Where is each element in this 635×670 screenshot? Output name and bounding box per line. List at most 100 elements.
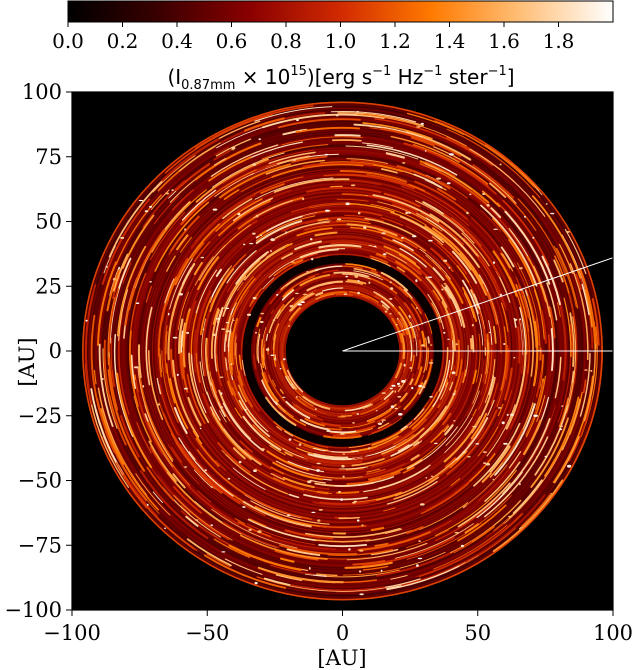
disk-filament (382, 439, 414, 457)
disk-speck (356, 110, 360, 113)
disk-filament (446, 128, 541, 198)
disk-speck (374, 245, 376, 248)
disk-filament (434, 469, 517, 537)
disk-filament (171, 189, 194, 211)
disk-filament (241, 359, 246, 376)
disk-filament (399, 392, 408, 402)
disk-speck (377, 422, 383, 425)
disk-filament (279, 557, 295, 563)
disk-filament (541, 255, 562, 306)
disk-filament (424, 225, 472, 271)
disk-filament (492, 250, 518, 297)
disk-filament (534, 370, 575, 476)
colorbar: 0.0 0.2 0.4 0.6 0.8 1.0 1.2 1.4 1.6 1.8 (I0.87mm … (52, 0, 614, 93)
disk-filament (446, 276, 464, 304)
disk-filament (581, 283, 590, 316)
disk-filament (329, 432, 341, 435)
disk-filament (478, 348, 493, 410)
disk-filament (243, 449, 272, 470)
disk-filament (222, 224, 252, 249)
disk-filament (191, 242, 205, 259)
disk-filament (282, 364, 292, 384)
disk-filament (166, 255, 176, 272)
disk-filament (561, 398, 581, 451)
disk-filament (291, 155, 328, 163)
disk-speck (288, 325, 291, 327)
disk-filament (115, 462, 198, 552)
disk-filament (254, 177, 334, 200)
disk-filament (224, 558, 263, 575)
disk-speck (272, 319, 276, 322)
disk-filament (441, 258, 454, 273)
disk-filament (118, 313, 130, 415)
disk-speck (311, 257, 314, 261)
disk-filament (376, 405, 401, 423)
disk-filament (137, 344, 142, 379)
disk-filament (253, 251, 292, 281)
disk-filament (472, 408, 477, 417)
disk-filament (403, 352, 409, 373)
disk-speck (142, 385, 145, 388)
disk-filament (563, 297, 572, 358)
disk-filament (257, 333, 261, 364)
disk-filament (370, 548, 399, 556)
disk-filament (225, 454, 288, 495)
disk-filament (193, 241, 211, 262)
disk-filament (353, 123, 423, 139)
disk-filament (328, 427, 342, 431)
disk-filament (237, 375, 254, 408)
disk-filament (450, 416, 489, 466)
disk-filament (446, 429, 487, 475)
disk-filament (496, 344, 509, 408)
disk-filament (116, 245, 147, 337)
disk-filament (136, 422, 152, 454)
disk-filament (395, 260, 422, 282)
disk-filament (550, 328, 554, 372)
disk-filament (441, 284, 451, 299)
disk-filament (294, 240, 322, 251)
disk-filament (193, 261, 203, 276)
disk-speck (149, 281, 153, 283)
disk-filament (239, 440, 253, 453)
disk-filament (456, 265, 470, 283)
disk-speck (454, 531, 459, 534)
colorbar-ticks: 0.0 0.2 0.4 0.6 0.8 1.0 1.2 1.4 1.6 1.8 (52, 22, 574, 53)
disk-filament (149, 211, 186, 261)
disk-filament (326, 569, 401, 578)
disk-filament (226, 268, 245, 293)
disk-filament (500, 246, 515, 268)
disk-filament (275, 573, 303, 581)
disk-filament (230, 318, 239, 366)
disk-speck (225, 307, 230, 310)
disk-filament (342, 568, 400, 576)
disk-filament (264, 260, 307, 290)
disk-filament (161, 300, 168, 323)
disk-filament (302, 225, 329, 232)
disk-filament (438, 347, 449, 392)
disk-filament (353, 270, 384, 281)
disk-speck (357, 211, 361, 215)
disk-filament (450, 340, 454, 371)
disk-filament (152, 491, 163, 504)
disk-filament (339, 169, 408, 183)
disk-filament (154, 201, 210, 272)
disk-filament (223, 189, 240, 201)
disk-speck (418, 384, 423, 388)
disk-filament (338, 466, 369, 470)
disk-filament (378, 464, 431, 490)
disk-filament (375, 254, 406, 271)
disk-filament (409, 354, 414, 368)
disk-filament (419, 405, 448, 439)
disk-filament (374, 542, 389, 547)
disk-filament (346, 223, 398, 237)
disk-filament (232, 197, 273, 222)
disk-filament (282, 287, 294, 298)
disk-filament (212, 307, 220, 325)
disk-speck (467, 455, 471, 458)
disk-filament (444, 457, 457, 468)
disk-filament (246, 523, 316, 546)
disk-filament (381, 127, 462, 157)
disk-filament (461, 232, 490, 267)
disk-filament (453, 157, 507, 197)
